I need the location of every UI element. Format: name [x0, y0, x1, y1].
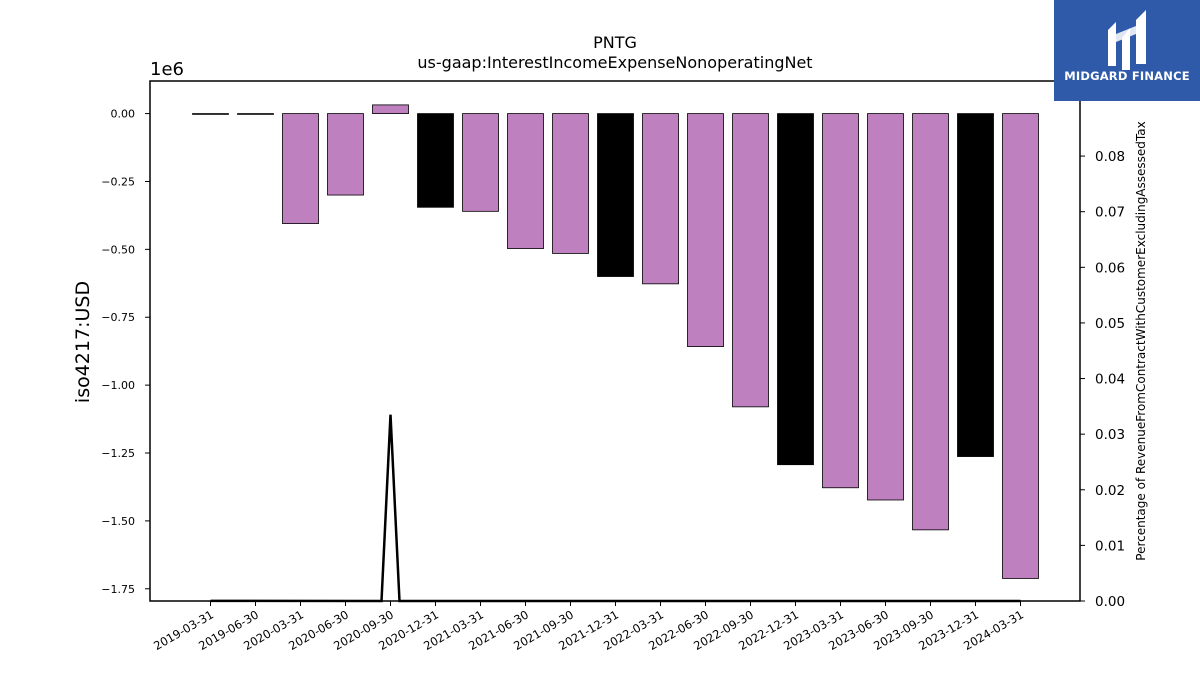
bar-2022-09-30 [732, 113, 769, 408]
bar-2020-09-30 [372, 104, 409, 114]
y2-axis-label: Percentage of RevenueFromContractWithCus… [1134, 121, 1148, 560]
chart-title: PNTG [593, 33, 637, 52]
chart-subtitle: us-gaap:InterestIncomeExpenseNonoperatin… [417, 53, 812, 72]
y-tick-label: −0.75 [101, 311, 135, 324]
bar-2019-03-31 [192, 113, 229, 115]
bar-2020-03-31 [282, 113, 319, 224]
y-tick-label: −0.25 [101, 175, 135, 188]
bar-2022-06-30 [687, 113, 724, 347]
y-tick-label: 0.00 [111, 108, 136, 121]
bar-2020-12-31 [417, 113, 454, 208]
bar-2023-09-30 [912, 113, 949, 531]
x-ticks-group: 2019-03-312019-06-302020-03-312020-06-30… [151, 601, 1026, 653]
y2-ticks-group: 0.00 0.01 0.02 0.03 0.04 0.05 0.06 0.07 0.08 [1080, 149, 1125, 610]
y-tick-label: −0.50 [101, 243, 135, 256]
y2-tick-label: 0.07 [1095, 205, 1125, 221]
y2-tick-label: 0.08 [1095, 149, 1125, 165]
midgard-logo-icon [1108, 10, 1146, 70]
logo-text: MIDGARD FINANCE [1064, 69, 1190, 83]
bar-2023-12-31 [957, 113, 994, 457]
bar-2021-03-31 [462, 113, 499, 212]
y-tick-label: −1.25 [101, 447, 135, 460]
y2-tick-label: 0.04 [1095, 372, 1125, 388]
y-multiplier-label: 1e6 [150, 59, 184, 80]
y-tick-label: −1.00 [101, 379, 135, 392]
y2-tick-label: 0.00 [1095, 594, 1125, 610]
bar-2023-03-31 [822, 113, 859, 489]
y2-tick-label: 0.01 [1095, 538, 1125, 554]
y-tick-label: −1.75 [101, 583, 135, 596]
brand-logo: MIDGARD FINANCE [1054, 0, 1200, 101]
bar-2019-06-30 [237, 113, 274, 115]
bars-group [192, 104, 1039, 579]
bar-2021-06-30 [507, 113, 544, 249]
bar-2022-12-31 [777, 113, 814, 466]
bar-2021-09-30 [552, 113, 589, 254]
y2-tick-label: 0.03 [1095, 427, 1125, 443]
bar-2020-06-30 [327, 113, 364, 196]
y-ticks-group: 0.00 −0.25 −0.50 −0.75 −1.00 −1.25 −1.50 −1.75 [101, 108, 150, 596]
y2-tick-label: 0.05 [1095, 316, 1125, 332]
bar-2021-12-31 [597, 113, 634, 277]
bar-2024-03-31 [1002, 113, 1039, 579]
y2-tick-label: 0.06 [1095, 260, 1125, 276]
bar-2023-06-30 [867, 113, 904, 501]
bar-2022-03-31 [642, 113, 679, 285]
y-tick-label: −1.50 [101, 515, 135, 528]
y-axis-label: iso4217:USD [72, 281, 94, 403]
y2-tick-label: 0.02 [1095, 483, 1125, 499]
